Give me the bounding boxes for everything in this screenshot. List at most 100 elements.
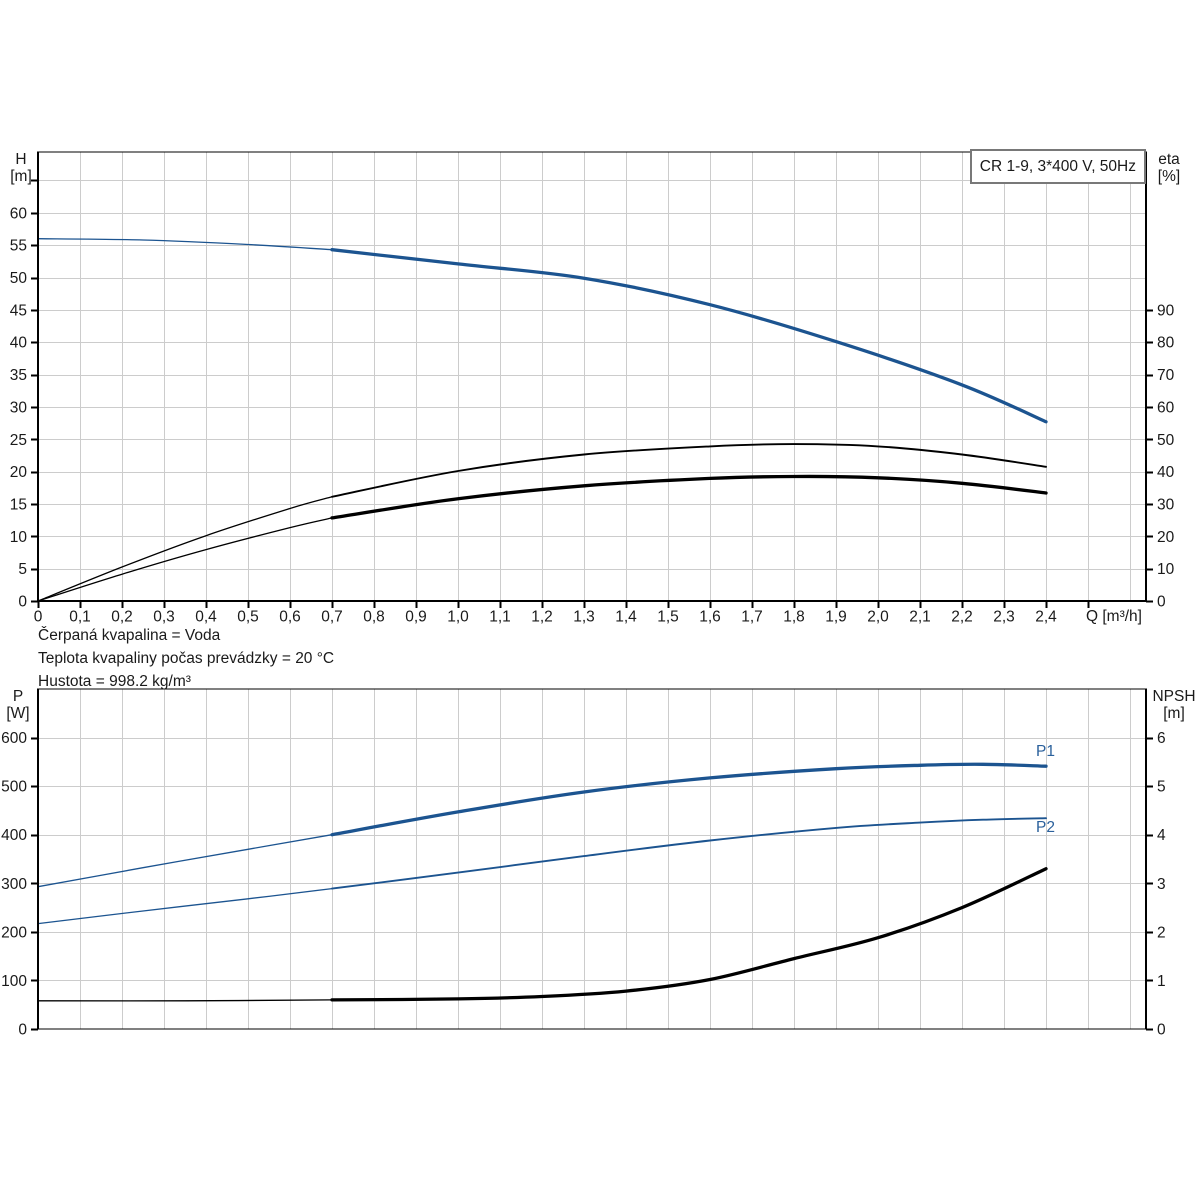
eta-axis-unit: [%] — [1157, 168, 1181, 185]
x-axis-tick-label: 1,7 — [741, 609, 763, 626]
right-axis-tick-label: 0 — [1157, 1022, 1166, 1039]
right-axis-tick-label: 30 — [1157, 496, 1175, 513]
power-axis-unit: [W] — [6, 705, 30, 722]
npsh-axis-unit: [m] — [1163, 705, 1185, 722]
x-axis-tick-label: 1,8 — [783, 609, 805, 626]
x-axis-tick-label: 1,1 — [489, 609, 511, 626]
x-axis-tick-label: 1,6 — [699, 609, 721, 626]
axes-frame — [36, 151, 1148, 603]
left-axis-tick-label: 100 — [1, 973, 27, 990]
x-axis-tick-label: 2,3 — [993, 609, 1015, 626]
tick-marks — [31, 179, 1153, 608]
left-axis-tick-label: 5 — [18, 561, 27, 578]
left-axis-tick-label: 10 — [10, 529, 28, 546]
grid-lines — [38, 152, 1146, 601]
curve-NPSH-thin — [37, 999, 333, 1002]
x-axis-tick-label: 0,8 — [363, 609, 385, 626]
power-axis-symbol: P — [12, 688, 24, 705]
right-axis-tick-label: 1 — [1157, 973, 1166, 990]
x-axis-tick-label: 0,6 — [279, 609, 301, 626]
bottom-chart: 0 100 200 300 400 500 600 0 1 2 3 4 5 6 — [1, 688, 1166, 1039]
npsh-axis-symbol: NPSH — [1152, 688, 1196, 705]
x-axis-tick-label: 2,1 — [909, 609, 931, 626]
curves — [37, 762, 1048, 1002]
right-axis-tick-label: 10 — [1157, 561, 1175, 578]
curve-eta-motor-thick — [330, 474, 1048, 520]
curve-P2-medium — [331, 817, 1047, 890]
left-axis-tick-label: 35 — [10, 367, 27, 384]
x-axis-tick-label: 1,9 — [825, 609, 847, 626]
right-axis-tick-label: 5 — [1157, 779, 1166, 796]
right-axis-tick-label: 3 — [1157, 876, 1166, 893]
x-axis-tick-label: 1,3 — [573, 609, 595, 626]
right-axis-tick-label: 4 — [1157, 827, 1166, 844]
curve-P1-thick — [330, 762, 1048, 837]
x-axis-tick-label: 1,5 — [657, 609, 679, 626]
left-axis-tick-label: 55 — [10, 238, 27, 255]
curve-eta-thin — [37, 496, 333, 602]
right-axis-tick-label: 60 — [1157, 399, 1175, 416]
x-axis-tick-label: 2,0 — [867, 609, 889, 626]
x-axis-tick-label: 0 — [34, 609, 43, 626]
annotation-liquid-temperature: Teplota kvapaliny počas prevádzky = 20 °… — [38, 650, 335, 667]
chart-title: CR 1-9, 3*400 V, 50Hz — [979, 157, 1136, 175]
x-axis-tick-label: 0,7 — [321, 609, 343, 626]
right-axis-tick-label: 2 — [1157, 924, 1166, 941]
curve-H-thin — [37, 238, 333, 251]
left-axis-tick-label: 600 — [1, 730, 27, 747]
right-axis-tick-label: 70 — [1157, 367, 1175, 384]
left-axis-tick-label: 200 — [1, 924, 27, 941]
left-axis-tick-label: 30 — [10, 399, 28, 416]
left-axis-tick-label: 0 — [18, 594, 27, 611]
x-axis-tick-label: 2,4 — [1035, 609, 1057, 626]
liquid-annotations: Čerpaná kvapalina = Voda Teplota kvapali… — [38, 624, 334, 693]
left-axis-tick-label: 50 — [10, 270, 28, 287]
left-axis-tick-label: 60 — [10, 205, 28, 222]
right-axis-tick-label: 0 — [1157, 594, 1166, 611]
x-axis-tick-label: 0,4 — [195, 609, 217, 626]
curve-H-thick — [330, 248, 1048, 424]
curves — [37, 238, 1048, 602]
x-axis-tick-label: 1,2 — [531, 609, 553, 626]
right-axis-tick-label: 80 — [1157, 335, 1175, 352]
head-axis-symbol: H — [15, 151, 27, 168]
annotation-pumped-liquid: Čerpaná kvapalina = Voda — [38, 627, 221, 644]
eta-axis-unit-label: eta [%] — [1151, 151, 1187, 185]
flow-axis-unit-label: Q [m³/h] — [1086, 608, 1142, 625]
x-axis-tick-label: 0,1 — [69, 609, 91, 626]
x-axis-tick-label: 0,5 — [237, 609, 259, 626]
x-axis-tick-label: 2,2 — [951, 609, 973, 626]
right-axis-tick-label: 40 — [1157, 464, 1175, 481]
curve-P1-thin — [37, 834, 333, 888]
p1-curve-label: P1 — [1036, 743, 1055, 760]
left-axis-tick-label: 25 — [10, 432, 27, 449]
x-axis-tick-label: 0,3 — [153, 609, 175, 626]
x-axis-tick-label: 0,2 — [111, 609, 133, 626]
right-axis-tick-label: 90 — [1157, 302, 1175, 319]
x-axis-tick-label: 0,9 — [405, 609, 427, 626]
annotation-density: Hustota = 998.2 kg/m³ — [38, 673, 191, 690]
x-axis-tick-label: 1,0 — [447, 609, 469, 626]
curve-eta-motor-thin — [37, 517, 333, 602]
power-axis-unit-label: P [W] — [2, 688, 34, 722]
chart-title-box: CR 1-9, 3*400 V, 50Hz — [969, 149, 1146, 184]
curve-P2-thin — [37, 887, 333, 925]
curve-eta-medium — [331, 443, 1047, 498]
p2-curve-label: P2 — [1036, 819, 1055, 836]
right-axis-tick-label: 50 — [1157, 432, 1175, 449]
left-axis-tick-label: 400 — [1, 827, 27, 844]
tick-labels: 0 5 10 15 20 25 30 35 40 45 50 55 60 0 10 20 30 40 50 60 70 8… — [10, 205, 1175, 625]
curve-NPSH-thick — [330, 867, 1048, 1002]
left-axis-tick-label: 300 — [1, 876, 27, 893]
left-axis-tick-label: 0 — [18, 1022, 27, 1039]
x-axis-tick-label: 1,4 — [615, 609, 637, 626]
right-axis-tick-label: 20 — [1157, 529, 1175, 546]
left-axis-tick-label: 40 — [10, 335, 28, 352]
left-axis-tick-label: 15 — [10, 496, 27, 513]
head-axis-unit-label: H [m] — [5, 151, 37, 185]
head-axis-unit: [m] — [10, 168, 32, 185]
axes-frame — [36, 688, 1148, 1030]
left-axis-tick-label: 45 — [10, 302, 27, 319]
